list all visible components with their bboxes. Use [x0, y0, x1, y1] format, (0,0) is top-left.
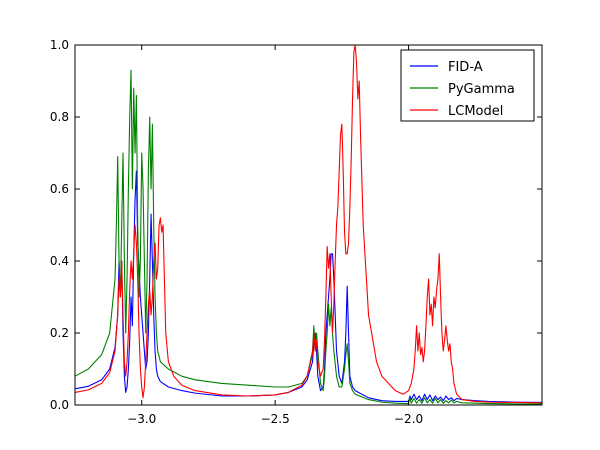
y-tick-label: 0.4 [50, 254, 69, 268]
y-tick-label: 1.0 [50, 38, 69, 52]
x-tick-label: −3.0 [127, 412, 156, 426]
x-tick-label: −2.0 [394, 412, 423, 426]
y-tick-label: 0.8 [50, 110, 69, 124]
y-tick-label: 0.2 [50, 326, 69, 340]
series-line-fid-a [75, 170, 542, 404]
legend-label-fid-a: FID-A [448, 60, 483, 75]
series-layer [75, 45, 542, 405]
y-tick-label: 0.6 [50, 182, 69, 196]
legend-label-pygamma: PyGamma [448, 82, 515, 97]
series-line-lcmodel [75, 45, 542, 404]
legend-box [400, 49, 535, 122]
x-axis: −3.0 −2.5 −2.0 [127, 45, 423, 426]
y-tick-label: 0.0 [50, 398, 69, 412]
legend: FID-A PyGamma LCModel [400, 49, 535, 122]
plot-frame [74, 44, 543, 406]
legend-label-lcmodel: LCModel [448, 104, 503, 119]
x-tick-label: −2.5 [261, 412, 290, 426]
y-axis: 0.0 0.2 0.4 0.6 0.8 1.0 [50, 38, 542, 412]
